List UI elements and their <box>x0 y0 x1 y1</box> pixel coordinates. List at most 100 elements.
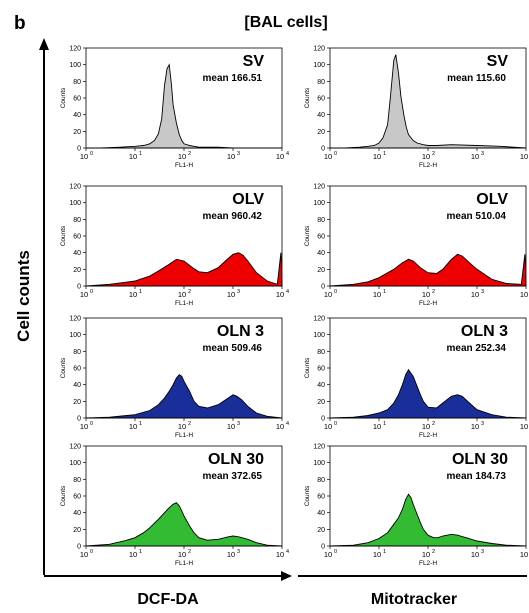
x-tick-exponent: 3 <box>237 549 240 555</box>
histogram-area <box>329 368 527 419</box>
y-tick-label: 120 <box>69 444 81 451</box>
x-tick-exponent: 2 <box>188 289 191 295</box>
histogram-area <box>85 502 283 547</box>
x-tick-exponent: 4 <box>286 421 289 427</box>
x-tick-exponent: 0 <box>90 421 93 427</box>
x-tick-label: 10 <box>471 550 479 559</box>
x-axis-label: FL1-H <box>175 560 193 567</box>
x-tick-label: 10 <box>324 422 332 431</box>
x-tick-label: 10 <box>324 152 332 161</box>
x-tick-exponent: 3 <box>481 151 484 157</box>
y-tick-label: 20 <box>73 399 81 406</box>
x-tick-label: 10 <box>373 152 381 161</box>
x-tick-label: 10 <box>471 152 479 161</box>
y-tick-label: 60 <box>73 494 81 501</box>
histogram-panel: 020406080100120100101102103104FL2-HCount… <box>304 184 528 308</box>
x-tick-exponent: 1 <box>139 151 142 157</box>
x-tick-label: 10 <box>373 422 381 431</box>
y-tick-label: 0 <box>77 544 81 551</box>
x-tick-label: 10 <box>227 550 235 559</box>
y-tick-label: 120 <box>313 316 325 323</box>
y-axis-label-small: Counts <box>60 87 67 108</box>
y-tick-label: 80 <box>73 217 81 224</box>
x-tick-exponent: 0 <box>334 549 337 555</box>
y-tick-label: 80 <box>73 477 81 484</box>
y-tick-label: 100 <box>69 62 81 69</box>
y-tick-label: 20 <box>73 267 81 274</box>
x-tick-label: 10 <box>80 550 88 559</box>
y-axis-label-small: Counts <box>304 485 311 506</box>
y-tick-label: 20 <box>73 129 81 136</box>
x-tick-exponent: 2 <box>432 421 435 427</box>
y-tick-label: 60 <box>73 234 81 241</box>
x-tick-exponent: 2 <box>432 289 435 295</box>
y-tick-label: 40 <box>317 250 325 257</box>
y-tick-label: 0 <box>321 544 325 551</box>
x-tick-label: 10 <box>129 290 137 299</box>
y-tick-label: 40 <box>317 510 325 517</box>
x-tick-exponent: 3 <box>481 421 484 427</box>
y-tick-label: 0 <box>77 146 81 153</box>
sample-label: OLN 3 <box>217 323 264 340</box>
histogram-area <box>329 493 527 547</box>
y-tick-label: 100 <box>69 332 81 339</box>
y-tick-label: 20 <box>317 399 325 406</box>
x-tick-label: 10 <box>520 422 528 431</box>
histogram-area <box>86 63 282 149</box>
mean-value: mean 115.60 <box>447 73 506 84</box>
y-tick-label: 40 <box>73 112 81 119</box>
y-axis-label-small: Counts <box>60 485 67 506</box>
x-axis-arrow-head <box>281 571 292 581</box>
mean-value: mean 252.34 <box>447 343 507 354</box>
x-tick-label: 10 <box>80 290 88 299</box>
mean-value: mean 184.73 <box>447 471 507 482</box>
y-tick-label: 60 <box>73 96 81 103</box>
x-tick-exponent: 1 <box>383 151 386 157</box>
x-axis-label: FL2-H <box>419 560 437 567</box>
y-tick-label: 40 <box>73 382 81 389</box>
x-tick-label: 10 <box>129 422 137 431</box>
x-tick-exponent: 1 <box>383 289 386 295</box>
x-tick-label: 10 <box>276 290 284 299</box>
y-tick-label: 60 <box>317 234 325 241</box>
x-tick-label: 10 <box>178 290 186 299</box>
x-tick-exponent: 2 <box>432 151 435 157</box>
histogram-panel: 020406080100120100101102103104FL2-HCount… <box>304 444 528 568</box>
x-axis-label: FL2-H <box>419 162 437 169</box>
y-tick-label: 80 <box>317 349 325 356</box>
y-tick-label: 80 <box>317 217 325 224</box>
x-tick-exponent: 0 <box>334 421 337 427</box>
x-tick-exponent: 1 <box>139 289 142 295</box>
y-tick-label: 100 <box>313 460 325 467</box>
figure-title: [BAL cells] <box>244 14 327 31</box>
y-tick-label: 80 <box>73 79 81 86</box>
x-axis-label: FL2-H <box>419 432 437 439</box>
x-tick-label: 10 <box>324 290 332 299</box>
x-axis-label: FL1-H <box>175 162 193 169</box>
x-label-mitotracker: Mitotracker <box>371 591 457 608</box>
y-tick-label: 60 <box>317 494 325 501</box>
x-tick-exponent: 1 <box>139 549 142 555</box>
y-tick-label: 20 <box>73 527 81 534</box>
sample-label: OLN 3 <box>461 323 508 340</box>
y-tick-label: 0 <box>321 284 325 291</box>
y-axis-label-small: Counts <box>304 225 311 246</box>
x-tick-label: 10 <box>324 550 332 559</box>
x-tick-label: 10 <box>129 152 137 161</box>
y-axis-label-small: Counts <box>304 357 311 378</box>
x-label-dcf-da: DCF-DA <box>137 591 199 608</box>
sample-label: OLV <box>232 191 264 208</box>
x-tick-label: 10 <box>276 422 284 431</box>
x-tick-exponent: 0 <box>334 289 337 295</box>
x-tick-label: 10 <box>422 422 430 431</box>
y-tick-label: 100 <box>313 332 325 339</box>
x-tick-label: 10 <box>227 152 235 161</box>
x-tick-label: 10 <box>520 290 528 299</box>
x-tick-exponent: 4 <box>286 289 289 295</box>
y-tick-label: 40 <box>317 112 325 119</box>
y-tick-label: 100 <box>313 200 325 207</box>
x-tick-label: 10 <box>373 290 381 299</box>
